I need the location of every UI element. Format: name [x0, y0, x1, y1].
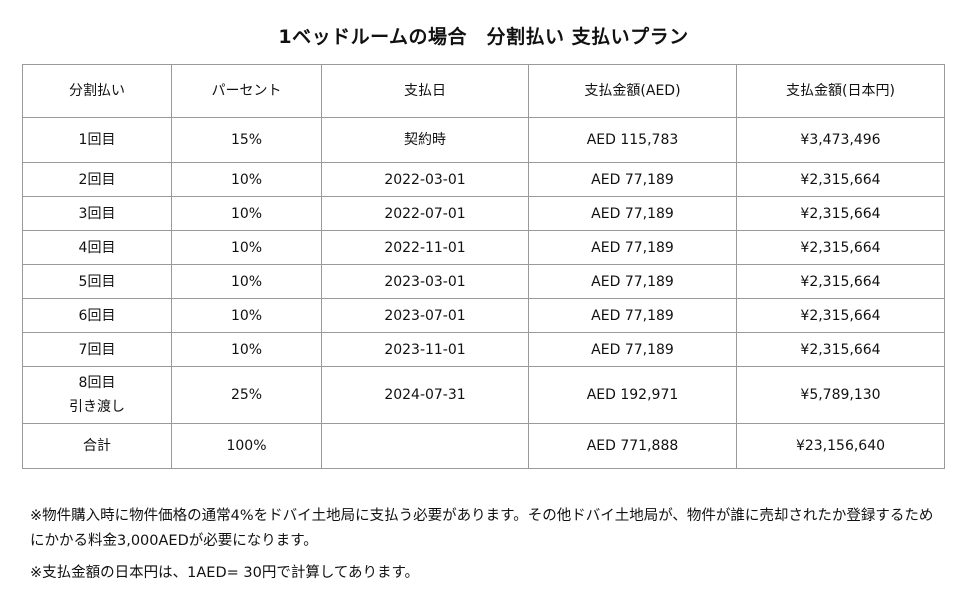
table-row: 5回目 10% 2023-03-01 AED 77,189 ¥2,315,664	[22, 264, 945, 299]
total-label-cell: 合計	[22, 423, 172, 469]
percent-cell: 10%	[171, 298, 322, 333]
total-percent-cell: 100%	[171, 423, 322, 469]
amount-jpy-cell: ¥3,473,496	[736, 117, 945, 163]
installment-cell: 4回目	[22, 230, 172, 265]
date-cell: 2022-07-01	[321, 196, 529, 231]
table-row: 8回目 引き渡し 25% 2024-07-31 AED 192,971 ¥5,7…	[22, 366, 945, 424]
installment-cell: 3回目	[22, 196, 172, 231]
date-cell: 2024-07-31	[321, 366, 529, 424]
amount-jpy-cell: ¥2,315,664	[736, 230, 945, 265]
date-cell: 契約時	[321, 117, 529, 163]
date-cell: 2023-07-01	[321, 298, 529, 333]
percent-cell: 10%	[171, 230, 322, 265]
amount-jpy-cell: ¥2,315,664	[736, 196, 945, 231]
installment-cell: 8回目 引き渡し	[22, 366, 172, 424]
amount-jpy-cell: ¥2,315,664	[736, 264, 945, 299]
installment-cell: 2回目	[22, 162, 172, 197]
installment-cell: 6回目	[22, 298, 172, 333]
table-row: 2回目 10% 2022-03-01 AED 77,189 ¥2,315,664	[22, 162, 945, 197]
page-title: 1ベッドルームの場合 分割払い 支払いプラン	[278, 26, 689, 48]
table-row: 1回目 15% 契約時 AED 115,783 ¥3,473,496	[22, 117, 945, 163]
percent-cell: 15%	[171, 117, 322, 163]
table-header-row: 分割払い パーセント 支払日 支払金額(AED) 支払金額(日本円)	[22, 64, 945, 118]
date-cell: 2022-03-01	[321, 162, 529, 197]
header-payment-date: 支払日	[321, 64, 529, 118]
amount-aed-cell: AED 115,783	[528, 117, 737, 163]
payment-plan-table: 分割払い パーセント 支払日 支払金額(AED) 支払金額(日本円) 1回目 1…	[22, 64, 945, 469]
amount-jpy-cell: ¥2,315,664	[736, 298, 945, 333]
percent-cell: 10%	[171, 332, 322, 367]
header-percent: パーセント	[171, 64, 322, 118]
amount-aed-cell: AED 77,189	[528, 162, 737, 197]
notes: ※物件購入時に物件価格の通常4%をドバイ土地局に支払う必要があります。その他ドバ…	[30, 504, 945, 593]
date-cell: 2023-11-01	[321, 332, 529, 367]
installment-sublabel: 引き渡し	[69, 399, 125, 415]
percent-cell: 10%	[171, 162, 322, 197]
date-cell: 2022-11-01	[321, 230, 529, 265]
total-amount-jpy-cell: ¥23,156,640	[736, 423, 945, 469]
note-registration-fee: ※物件購入時に物件価格の通常4%をドバイ土地局に支払う必要があります。その他ドバ…	[30, 508, 934, 549]
total-amount-aed-cell: AED 771,888	[528, 423, 737, 469]
installment-label: 8回目	[78, 375, 116, 391]
amount-jpy-cell: ¥2,315,664	[736, 332, 945, 367]
amount-aed-cell: AED 77,189	[528, 298, 737, 333]
table-row: 3回目 10% 2022-07-01 AED 77,189 ¥2,315,664	[22, 196, 945, 231]
header-amount-aed: 支払金額(AED)	[528, 64, 737, 118]
amount-aed-cell: AED 77,189	[528, 332, 737, 367]
note-exchange-rate: ※支払金額の日本円は、1AED= 30円で計算してあります。	[30, 565, 420, 581]
amount-aed-cell: AED 77,189	[528, 264, 737, 299]
amount-aed-cell: AED 77,189	[528, 230, 737, 265]
table-row: 4回目 10% 2022-11-01 AED 77,189 ¥2,315,664	[22, 230, 945, 265]
installment-cell: 5回目	[22, 264, 172, 299]
total-date-cell	[321, 423, 529, 469]
date-cell: 2023-03-01	[321, 264, 529, 299]
total-row: 合計 100% AED 771,888 ¥23,156,640	[22, 423, 945, 469]
header-amount-jpy: 支払金額(日本円)	[736, 64, 945, 118]
installment-cell: 1回目	[22, 117, 172, 163]
table-row: 7回目 10% 2023-11-01 AED 77,189 ¥2,315,664	[22, 332, 945, 367]
percent-cell: 25%	[171, 366, 322, 424]
amount-aed-cell: AED 192,971	[528, 366, 737, 424]
header-installment: 分割払い	[22, 64, 172, 118]
amount-jpy-cell: ¥5,789,130	[736, 366, 945, 424]
table-row: 6回目 10% 2023-07-01 AED 77,189 ¥2,315,664	[22, 298, 945, 333]
amount-jpy-cell: ¥2,315,664	[736, 162, 945, 197]
installment-cell: 7回目	[22, 332, 172, 367]
percent-cell: 10%	[171, 264, 322, 299]
amount-aed-cell: AED 77,189	[528, 196, 737, 231]
percent-cell: 10%	[171, 196, 322, 231]
